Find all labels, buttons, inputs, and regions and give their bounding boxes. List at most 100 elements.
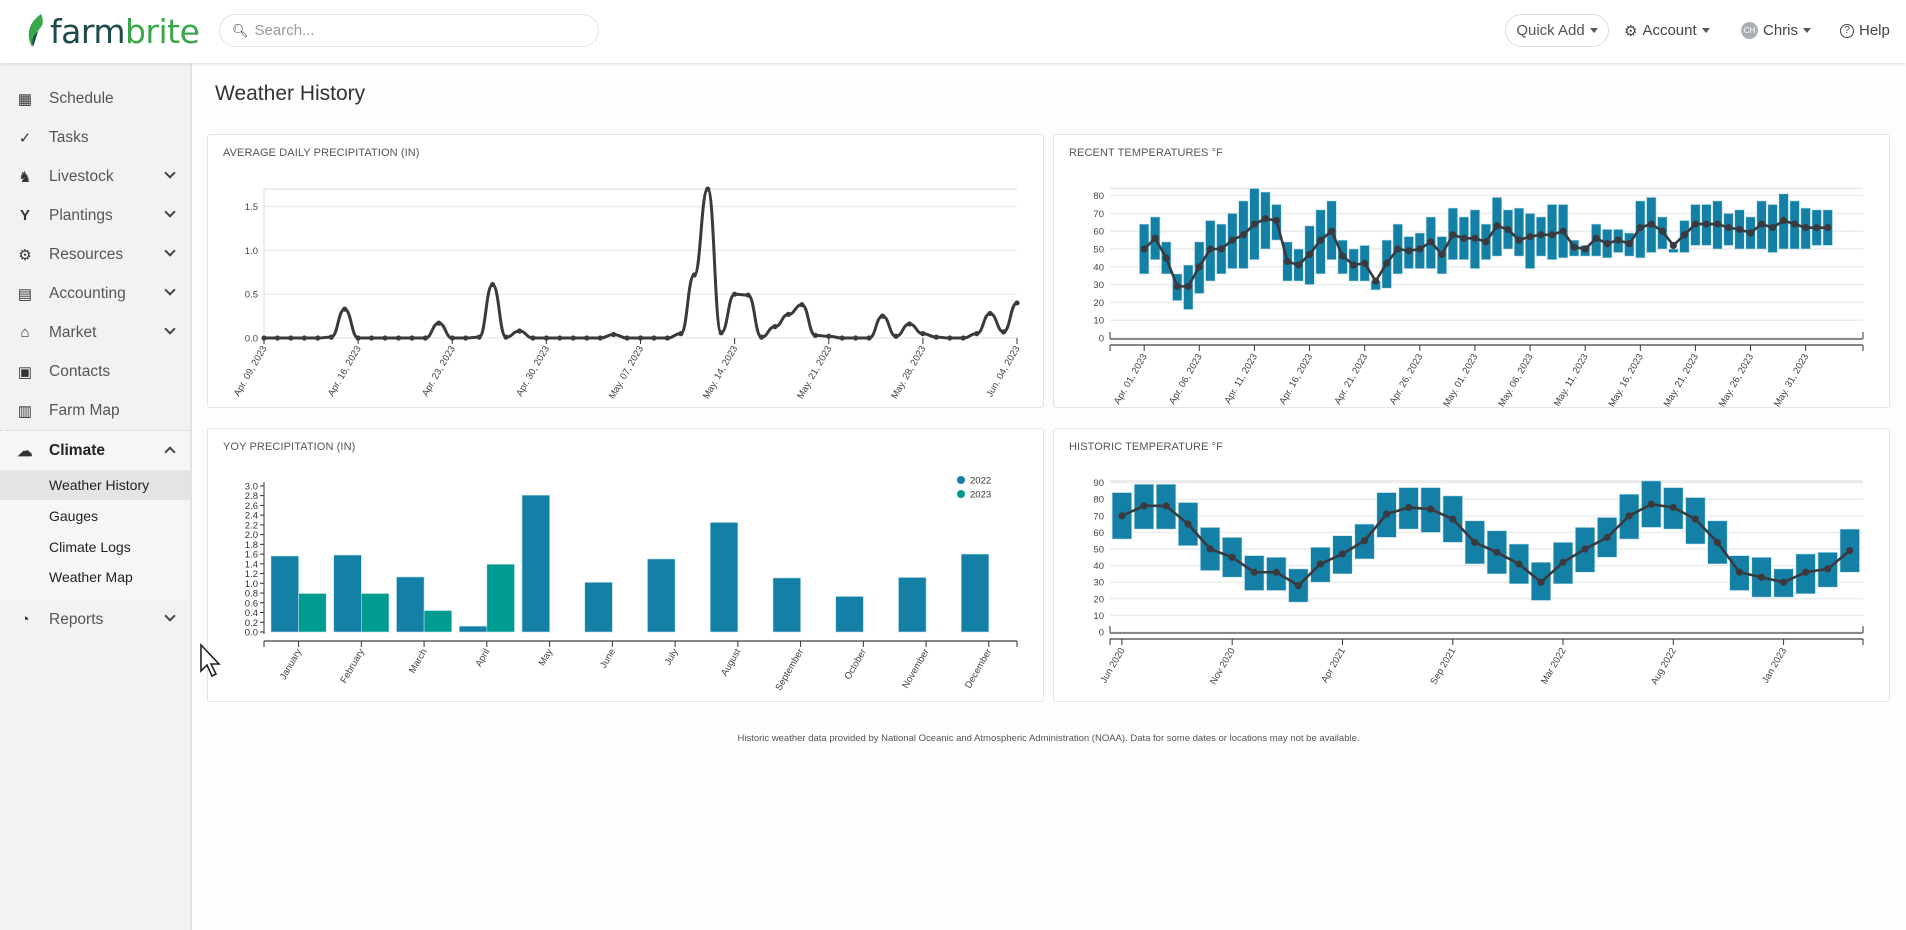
- y-tick-label: 60: [1093, 227, 1104, 238]
- bar-2023: [298, 593, 327, 633]
- data-point: [1316, 236, 1325, 244]
- data-point: [1294, 261, 1303, 269]
- data-point: [611, 331, 617, 338]
- data-point: [1746, 229, 1755, 237]
- chevron-down-icon[interactable]: [164, 323, 176, 335]
- quick-add-label: Quick Add: [1516, 22, 1585, 39]
- help-link[interactable]: ? Help: [1840, 14, 1890, 47]
- help-label: Help: [1859, 22, 1890, 39]
- data-point: [1228, 236, 1236, 244]
- x-tick-label: May. 26, 2023: [1717, 352, 1756, 409]
- data-point: [853, 335, 859, 341]
- y-tick-label: 30: [1093, 578, 1104, 589]
- y-tick-label: 70: [1093, 209, 1104, 220]
- x-tick-label: May. 06, 2023: [1496, 352, 1535, 409]
- y-tick-label: 60: [1093, 528, 1104, 539]
- x-tick-label: May. 16, 2023: [1607, 352, 1646, 409]
- data-point: [1515, 236, 1523, 244]
- sidebar-item-contacts[interactable]: ▣ Contacts: [0, 352, 190, 391]
- subnav-weather-history[interactable]: Weather History: [0, 470, 190, 500]
- chevron-down-icon[interactable]: [164, 610, 176, 622]
- sidebar-item-label: Market: [49, 323, 97, 341]
- x-tick-label: Apr. 16, 2023: [326, 344, 364, 398]
- chart-title: AVERAGE DAILY PRECIPITATION (IN): [223, 147, 420, 159]
- mouse-cursor-icon: [200, 643, 221, 678]
- average-temperature-line: [1121, 502, 1851, 588]
- search-input[interactable]: [254, 22, 585, 39]
- x-tick-label: September: [773, 647, 806, 693]
- data-point: [947, 335, 953, 341]
- sidebar-item-tasks[interactable]: ✓ Tasks: [0, 118, 190, 157]
- data-point: [1228, 553, 1236, 561]
- data-point: [368, 335, 375, 341]
- data-point: [261, 335, 267, 341]
- chevron-down-icon[interactable]: [164, 167, 176, 179]
- x-tick-label: Sep 2021: [1428, 646, 1458, 687]
- data-point: [1504, 225, 1512, 234]
- y-tick-label: 2.4: [245, 511, 258, 522]
- user-menu[interactable]: CH Chris: [1741, 14, 1812, 47]
- y-tick-label: 40: [1093, 561, 1104, 572]
- chart-title: YOY PRECIPITATION (IN): [223, 441, 356, 453]
- sidebar-item-climate[interactable]: ☁ Climate: [0, 431, 190, 470]
- data-point: [449, 335, 455, 341]
- data-point: [651, 335, 657, 341]
- data-point: [530, 335, 536, 341]
- data-point: [933, 334, 939, 340]
- data-point: [1118, 512, 1126, 520]
- data-point: [1184, 282, 1192, 290]
- legend-label: 2023: [970, 490, 991, 501]
- y-tick-label: 1.0: [245, 579, 258, 590]
- subnav-weather-map[interactable]: Weather Map: [49, 569, 133, 585]
- data-point: [1360, 537, 1369, 545]
- sidebar-item-schedule[interactable]: ▦ Schedule: [0, 79, 190, 118]
- y-tick-label: 40: [1093, 262, 1104, 273]
- bar-2022: [458, 625, 488, 633]
- sidebar-item-farm-map[interactable]: ▥ Farm Map: [0, 391, 190, 430]
- farmbrite-logo[interactable]: farmbritefarmbrite: [24, 10, 200, 52]
- data-point: [1405, 247, 1413, 255]
- data-point: [557, 335, 563, 341]
- caret-down-icon: [1701, 28, 1710, 33]
- sidebar-item-label: Reports: [49, 610, 104, 628]
- y-tick-label: 80: [1093, 191, 1104, 202]
- data-point: [489, 281, 496, 288]
- sidebar-item-label: Accounting: [49, 284, 126, 302]
- subnav-climate-logs[interactable]: Climate Logs: [49, 539, 131, 555]
- subnav-gauges[interactable]: Gauges: [49, 508, 99, 524]
- sidebar-item-livestock[interactable]: ♞ Livestock: [0, 157, 190, 196]
- chevron-up-icon[interactable]: [164, 446, 176, 458]
- bar-2023: [361, 593, 390, 633]
- data-point: [1669, 241, 1677, 250]
- x-tick-label: Apr. 23, 2023: [420, 344, 458, 398]
- chevron-down-icon[interactable]: [164, 284, 176, 296]
- quick-add-button[interactable]: Quick Add: [1505, 14, 1609, 47]
- y-tick-label: 10: [1093, 611, 1104, 622]
- data-point: [570, 335, 576, 341]
- y-tick-label: 2.8: [245, 491, 258, 502]
- sidebar-item-resources[interactable]: ⚙ Resources: [0, 235, 190, 274]
- x-tick-label: Apr. 21, 2023: [1332, 352, 1370, 406]
- sidebar-item-accounting[interactable]: ▤ Accounting: [0, 274, 190, 313]
- data-point: [1713, 538, 1722, 546]
- sidebar-item-plantings[interactable]: Y Plantings: [0, 196, 190, 235]
- bar-2022: [835, 596, 864, 633]
- data-point: [1768, 224, 1777, 232]
- historic-temperature-panel: HISTORIC TEMPERATURE °F 0 10 20 30 40 50 60 70 80…: [1053, 428, 1890, 702]
- data-point: [1537, 578, 1545, 586]
- chevron-down-icon[interactable]: [164, 206, 176, 218]
- temperature-range-bar: [1513, 207, 1525, 257]
- y-tick-label: 10: [1093, 316, 1104, 327]
- chevron-down-icon[interactable]: [164, 245, 176, 257]
- data-point: [1305, 250, 1314, 258]
- sidebar-item-label: Livestock: [49, 167, 114, 185]
- x-tick-label: Apr. 26, 2023: [1388, 352, 1426, 406]
- data-point: [718, 330, 724, 336]
- search-box[interactable]: 🔍︎: [219, 14, 599, 47]
- bar-2022: [898, 577, 927, 633]
- data-point: [1162, 502, 1170, 510]
- sidebar-item-reports[interactable]: ◔ Reports: [0, 600, 190, 639]
- data-point: [328, 334, 334, 340]
- account-menu[interactable]: ⚙ Account: [1624, 14, 1710, 47]
- sidebar-item-market[interactable]: ⌂ Market: [0, 313, 190, 352]
